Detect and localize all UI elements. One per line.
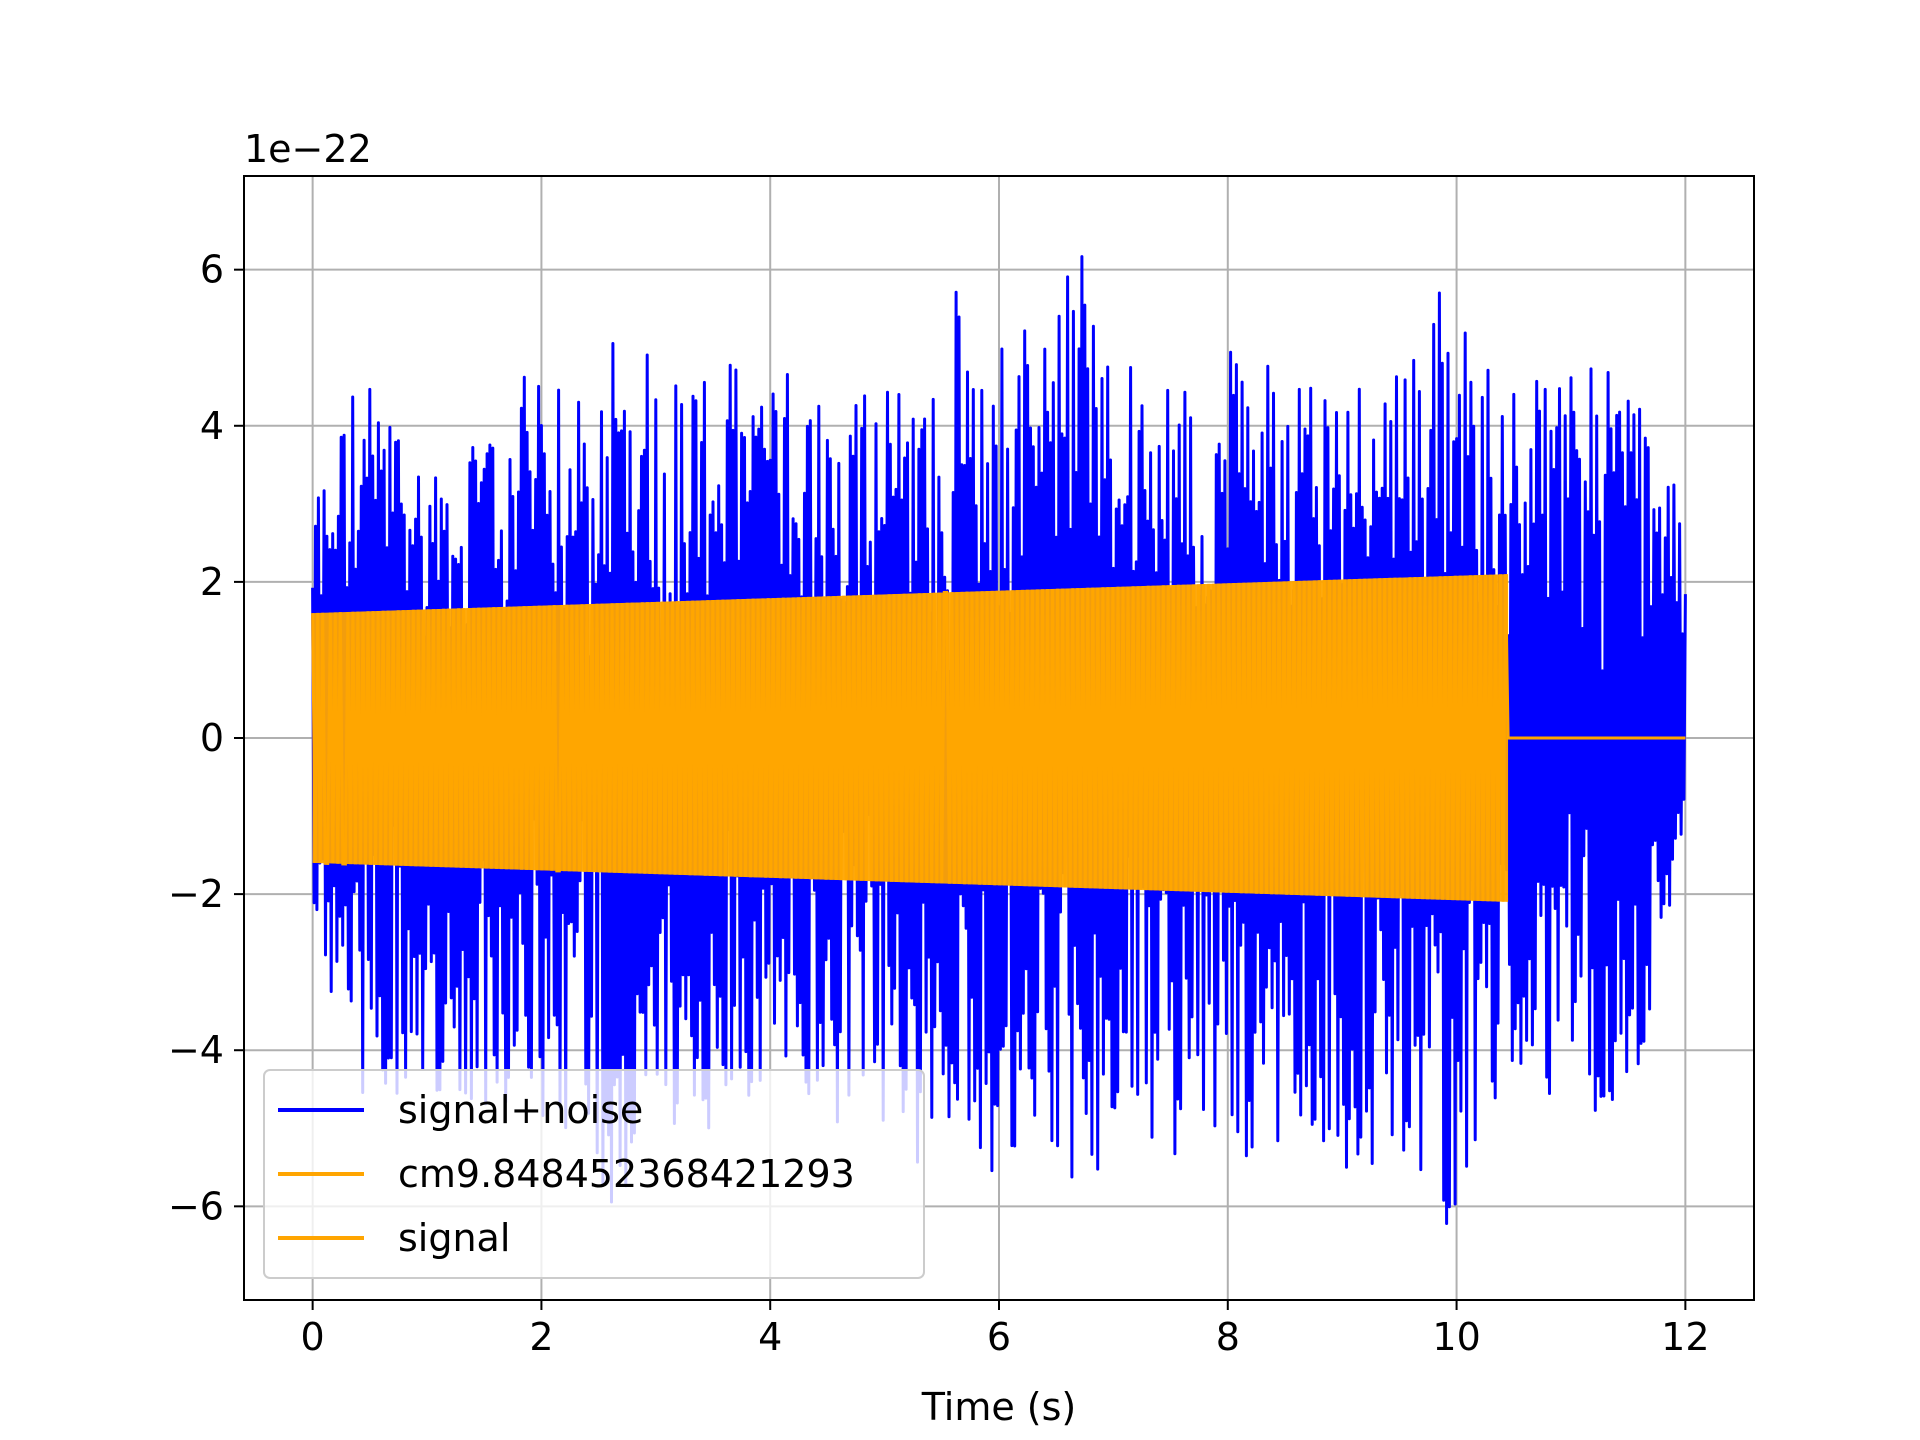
x-tick-label: 10 xyxy=(1432,1315,1480,1359)
legend-label: signal+noise xyxy=(398,1088,643,1132)
legend-label: signal xyxy=(398,1216,510,1260)
legend: signal+noise cm9.848452368421293 signal xyxy=(263,1069,925,1279)
y-tick-label: −6 xyxy=(168,1184,224,1228)
y-tick-label: −4 xyxy=(168,1028,224,1072)
y-tick-label: 0 xyxy=(200,716,224,760)
y-axis-ticks: −6 −4 −2 0 2 4 6 xyxy=(168,248,244,1228)
x-tick-label: 0 xyxy=(301,1315,325,1359)
x-tick-label: 4 xyxy=(758,1315,782,1359)
series-cm-envelope xyxy=(312,574,1509,902)
x-tick-label: 12 xyxy=(1661,1315,1709,1359)
y-offset-label: 1e−22 xyxy=(244,127,372,171)
y-tick-label: −2 xyxy=(168,872,224,916)
x-tick-label: 6 xyxy=(987,1315,1011,1359)
y-tick-label: 4 xyxy=(200,404,224,448)
x-tick-label: 2 xyxy=(529,1315,553,1359)
legend-box xyxy=(263,1069,925,1279)
y-tick-label: 6 xyxy=(200,248,224,292)
legend-label: cm9.848452368421293 xyxy=(398,1152,855,1196)
x-tick-label: 8 xyxy=(1216,1315,1240,1359)
x-axis-label: Time (s) xyxy=(921,1385,1077,1429)
x-axis-ticks: 0 2 4 6 8 10 12 xyxy=(301,1300,1710,1359)
series-layer xyxy=(311,255,1687,1225)
y-tick-label: 2 xyxy=(200,560,224,604)
